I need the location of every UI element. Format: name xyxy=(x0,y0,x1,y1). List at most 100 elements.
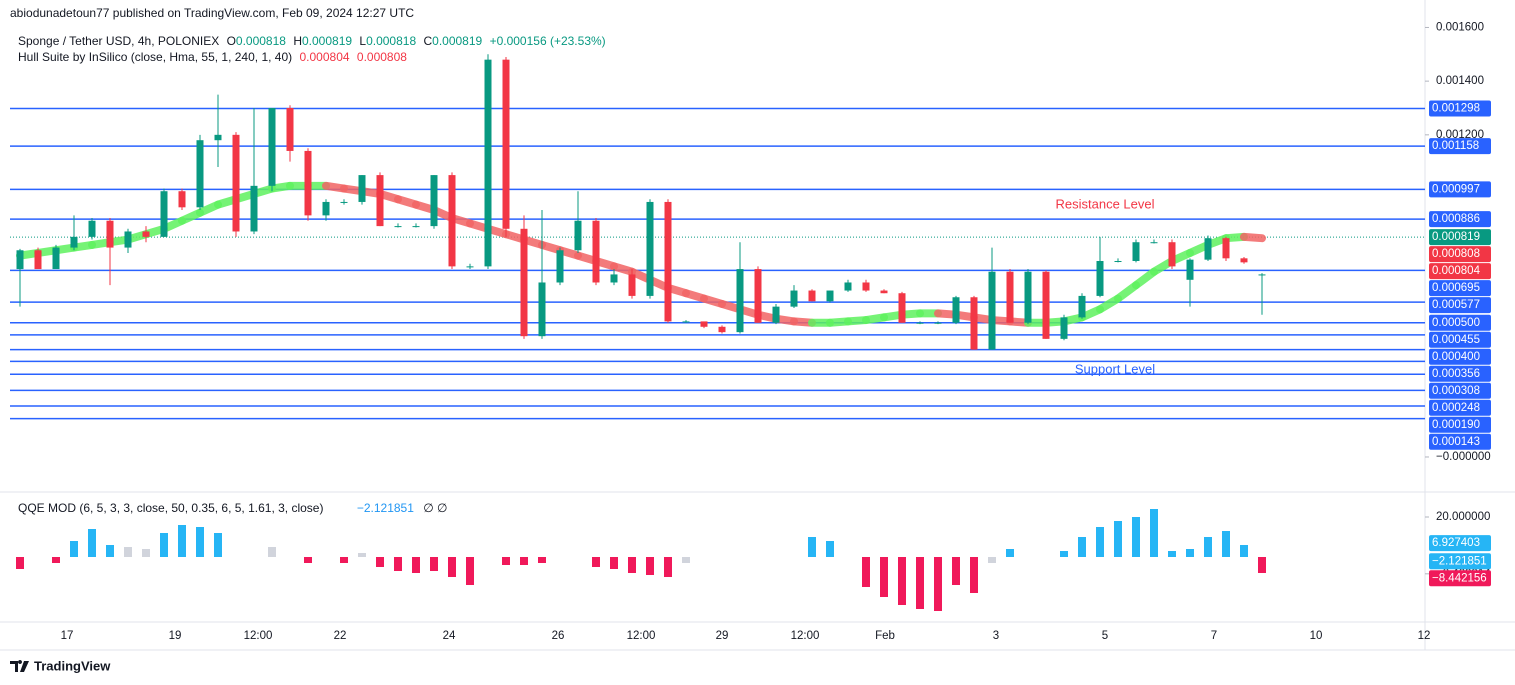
price-label-bg xyxy=(1429,331,1491,348)
qqe-bar xyxy=(934,557,942,611)
logo xyxy=(10,660,29,672)
x-tick-label: 22 xyxy=(334,630,347,642)
price-label: 0.000808 xyxy=(1432,248,1480,260)
brand: TradingView xyxy=(34,658,111,673)
candle-body xyxy=(844,282,852,291)
price-label-bg xyxy=(1429,535,1491,552)
qqe-bar xyxy=(1096,527,1104,557)
candle-body xyxy=(322,201,330,216)
candle-body xyxy=(412,226,420,228)
candle-body xyxy=(1042,271,1050,339)
candle-body xyxy=(916,322,924,324)
ohlc-label: C xyxy=(423,34,432,48)
annotation: Support Level xyxy=(1075,361,1155,376)
x-tick-label: 7 xyxy=(1211,630,1217,642)
price-label-bg xyxy=(1429,138,1491,155)
candle-body xyxy=(268,107,276,186)
price-label-bg xyxy=(1429,416,1491,433)
qqe-bar xyxy=(214,533,222,557)
candle-body xyxy=(88,220,96,237)
price-label-bg xyxy=(1429,348,1491,365)
candle-body xyxy=(34,250,42,270)
y-tick-label: −0.000000 xyxy=(1436,451,1491,463)
candle-body xyxy=(52,247,60,270)
candle-body xyxy=(628,274,636,296)
qqe-bar xyxy=(1060,551,1068,557)
ohlc-value: 0.000818 xyxy=(366,34,416,48)
price-label-bg xyxy=(1429,433,1491,450)
candle-body xyxy=(556,250,564,283)
hull-band xyxy=(1240,232,1266,243)
indicator-name: Hull Suite by InSilico (close, Hma, 55, … xyxy=(18,50,292,64)
candle-body xyxy=(340,201,348,203)
qqe-bar xyxy=(1204,537,1212,557)
price-label-bg xyxy=(1429,246,1491,263)
candle-body xyxy=(304,150,312,216)
ohlc-value: 0.000818 xyxy=(236,34,286,48)
candle-body xyxy=(178,191,186,208)
price-label-bg xyxy=(1429,297,1491,314)
x-tick-label: 19 xyxy=(169,630,182,642)
qqe-bar xyxy=(1186,549,1194,557)
price-label: 6.927403 xyxy=(1432,537,1480,549)
ohlc-value: 0.000819 xyxy=(302,34,352,48)
candle-body xyxy=(934,322,942,324)
symbol-line: Sponge / Tether USD, 4h, POLONIEX O0.000… xyxy=(18,34,606,48)
price-label: 0.000804 xyxy=(1432,265,1481,277)
change: +0.000156 (+23.53%) xyxy=(490,34,606,48)
qqe-bar xyxy=(70,541,78,557)
candle-body xyxy=(502,59,510,229)
candle-body xyxy=(520,228,528,337)
candle-body xyxy=(1024,271,1032,323)
qqe-bar xyxy=(196,527,204,557)
candle-body xyxy=(196,140,204,208)
qqe-bar xyxy=(106,545,114,557)
qqe-bar xyxy=(610,557,618,569)
candle-body xyxy=(70,236,78,248)
x-tick-label: 3 xyxy=(993,630,999,642)
qqe-bar xyxy=(16,557,24,569)
qqe-bar xyxy=(268,547,276,557)
qqe-bar xyxy=(1006,549,1014,557)
qqe-bar xyxy=(466,557,474,585)
candle-body xyxy=(160,191,168,237)
candle-body xyxy=(700,321,708,327)
candle-body xyxy=(1078,295,1086,318)
candle-body xyxy=(772,306,780,323)
candle-body xyxy=(718,326,726,333)
candle-body xyxy=(142,231,150,237)
candle-body xyxy=(16,250,24,270)
price-label-bg xyxy=(1429,211,1491,228)
price-label-bg xyxy=(1429,263,1491,280)
x-tick-label: 12:00 xyxy=(791,630,820,642)
ohlc-label: H xyxy=(293,34,302,48)
qqe-legend: QQE MOD (6, 5, 3, 3, close, 50, 0.35, 6,… xyxy=(18,501,447,515)
candle-body xyxy=(1060,317,1068,339)
qqe-bar xyxy=(340,557,348,563)
price-label: −8.442156 xyxy=(1432,572,1487,584)
annotation: Resistance Level xyxy=(1056,196,1155,211)
qqe-bar xyxy=(1150,509,1158,557)
price-label: 0.000248 xyxy=(1432,402,1480,414)
candle-body xyxy=(610,274,618,283)
candle-body xyxy=(484,59,492,267)
candle-body xyxy=(1222,238,1230,259)
qqe-bar xyxy=(1168,551,1176,557)
candle-body xyxy=(106,220,114,248)
qqe-bar xyxy=(124,547,132,557)
price-label-bg xyxy=(1429,399,1491,416)
candle-body xyxy=(1186,259,1194,280)
candle-body xyxy=(214,134,222,141)
qqe-bar xyxy=(1240,545,1248,557)
candle-body xyxy=(826,290,834,302)
candle-body xyxy=(862,282,870,291)
qqe-bar xyxy=(1222,531,1230,557)
qqe-bar xyxy=(178,525,186,557)
ohlc-value: 0.000819 xyxy=(432,34,482,48)
x-tick-label: 29 xyxy=(716,630,729,642)
candle-body xyxy=(1114,261,1122,263)
qqe-bar xyxy=(160,533,168,557)
x-tick-label: 26 xyxy=(552,630,565,642)
price-label-bg xyxy=(1429,181,1491,198)
